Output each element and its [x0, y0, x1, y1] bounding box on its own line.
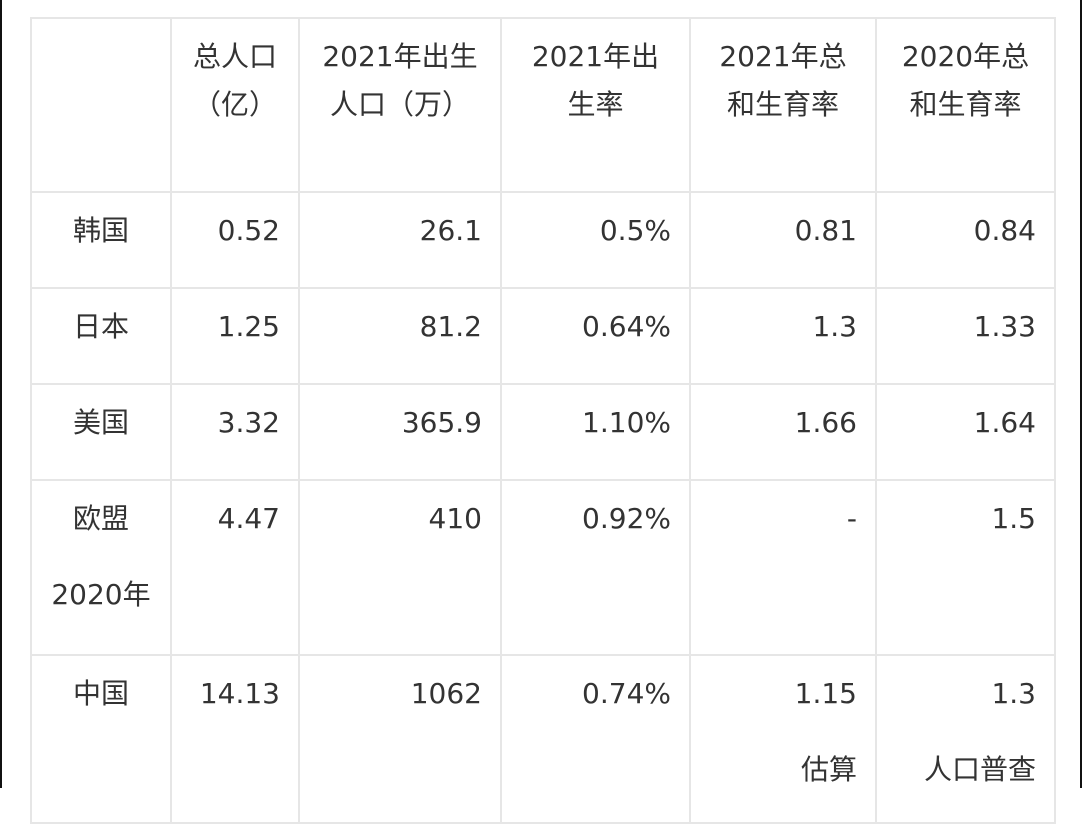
tfr-2020-note: 人口普查	[923, 753, 1036, 786]
tfr-2021-cell: 1.15 估算	[689, 654, 877, 824]
fertility-comparison-table: 总人口（亿） 2021年出生人口（万） 2021年出生率 2021年总和生育率 …	[30, 17, 1056, 824]
country-cell: 中国	[30, 654, 172, 824]
birth-rate-cell: 0.5%	[500, 191, 691, 289]
tfr-2021-cell: 0.81	[689, 191, 877, 289]
population-cell: 1.25	[170, 287, 300, 385]
birth-rate-cell: 0.64%	[500, 287, 691, 385]
births-cell: 1062	[298, 654, 502, 824]
tfr-2020-cell: 0.84	[875, 191, 1056, 289]
tfr-2020-cell: 1.3 人口普查	[875, 654, 1056, 824]
header-row: 总人口（亿） 2021年出生人口（万） 2021年出生率 2021年总和生育率 …	[30, 17, 1056, 193]
table-row: 美国 3.32 365.9 1.10% 1.66 1.64	[30, 383, 1056, 481]
header-cell-births: 2021年出生人口（万）	[298, 17, 502, 193]
population-cell: 4.47	[170, 479, 300, 656]
tfr-2020-value: 1.3	[991, 677, 1036, 710]
header-cell-population: 总人口（亿）	[170, 17, 300, 193]
table-row: 日本 1.25 81.2 0.64% 1.3 1.33	[30, 287, 1056, 385]
birth-rate-cell: 0.74%	[500, 654, 691, 824]
tfr-2021-note: 估算	[800, 753, 857, 786]
population-cell: 14.13	[170, 654, 300, 824]
tfr-2021-cell: 1.3	[689, 287, 877, 385]
population-cell: 3.32	[170, 383, 300, 481]
window-border-right	[1080, 0, 1082, 788]
table-row: 欧盟2020年 4.47 410 0.92% - 1.5	[30, 479, 1056, 656]
country-cell: 欧盟2020年	[30, 479, 172, 656]
births-cell: 365.9	[298, 383, 502, 481]
population-cell: 0.52	[170, 191, 300, 289]
tfr-2020-cell: 1.33	[875, 287, 1056, 385]
tfr-2020-cell: 1.64	[875, 383, 1056, 481]
births-cell: 81.2	[298, 287, 502, 385]
header-cell-country	[30, 17, 172, 193]
birth-rate-cell: 1.10%	[500, 383, 691, 481]
table-row: 韩国 0.52 26.1 0.5% 0.81 0.84	[30, 191, 1056, 289]
header-cell-tfr-2021: 2021年总和生育率	[689, 17, 877, 193]
country-cell: 日本	[30, 287, 172, 385]
country-cell: 韩国	[30, 191, 172, 289]
births-cell: 410	[298, 479, 502, 656]
header-cell-birth-rate: 2021年出生率	[500, 17, 691, 193]
tfr-2021-cell: -	[689, 479, 877, 656]
table-row: 中国 14.13 1062 0.74% 1.15 估算 1.3 人口普查	[30, 654, 1056, 824]
tfr-2020-cell: 1.5	[875, 479, 1056, 656]
tfr-2021-value: 1.15	[794, 677, 857, 710]
window-border-left	[0, 0, 2, 788]
header-cell-tfr-2020: 2020年总和生育率	[875, 17, 1056, 193]
births-cell: 26.1	[298, 191, 502, 289]
birth-rate-cell: 0.92%	[500, 479, 691, 656]
tfr-2021-cell: 1.66	[689, 383, 877, 481]
country-cell: 美国	[30, 383, 172, 481]
